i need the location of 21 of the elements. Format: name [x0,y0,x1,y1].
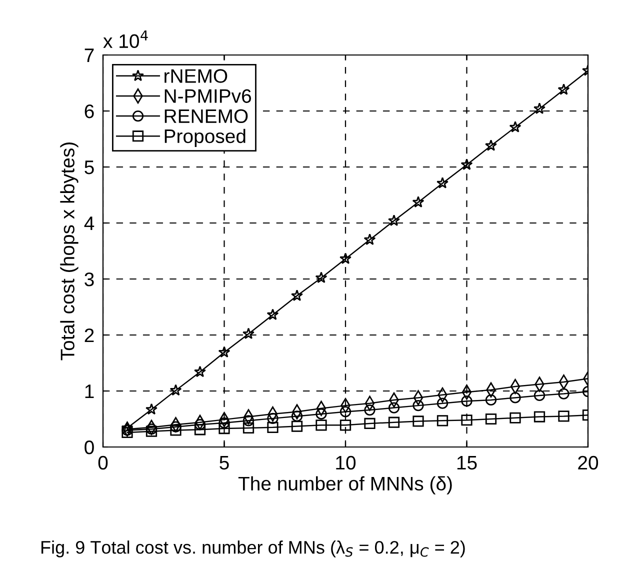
y-tick-label: 3 [84,272,94,286]
y-tick-label: 2 [84,328,94,342]
x-tick-label: 10 [336,456,356,470]
legend-label: rNEMO [164,69,228,83]
y-tick-label: 5 [84,160,94,174]
caption: Fig. 9 Total cost vs. number of MNs (λ$_{S}$ = 0.2, μ$_{C}$ = 2) [41,540,465,558]
x-tick-label: 5 [220,456,229,470]
x-axis-title: The number of MNNs (δ) [238,476,452,494]
legend-label: RENEMO [164,109,248,124]
y-tick-label: 4 [84,216,94,230]
y-tick-label: 7 [84,48,94,62]
y-axis-title: Total cost (hops x kbytes) [60,142,78,360]
x-tick-label: 20 [578,456,598,470]
x-tick-label: 15 [457,456,477,470]
y-tick-label: 1 [85,384,94,398]
text: x 10$^{4}$ [103,30,148,48]
legend-label: N-PMIPv6 [164,89,252,103]
y-tick-label: 6 [84,104,94,118]
x-tick-label: 0 [98,456,108,470]
legend-label: Proposed [164,128,246,147]
y-tick-label: 0 [84,440,94,454]
